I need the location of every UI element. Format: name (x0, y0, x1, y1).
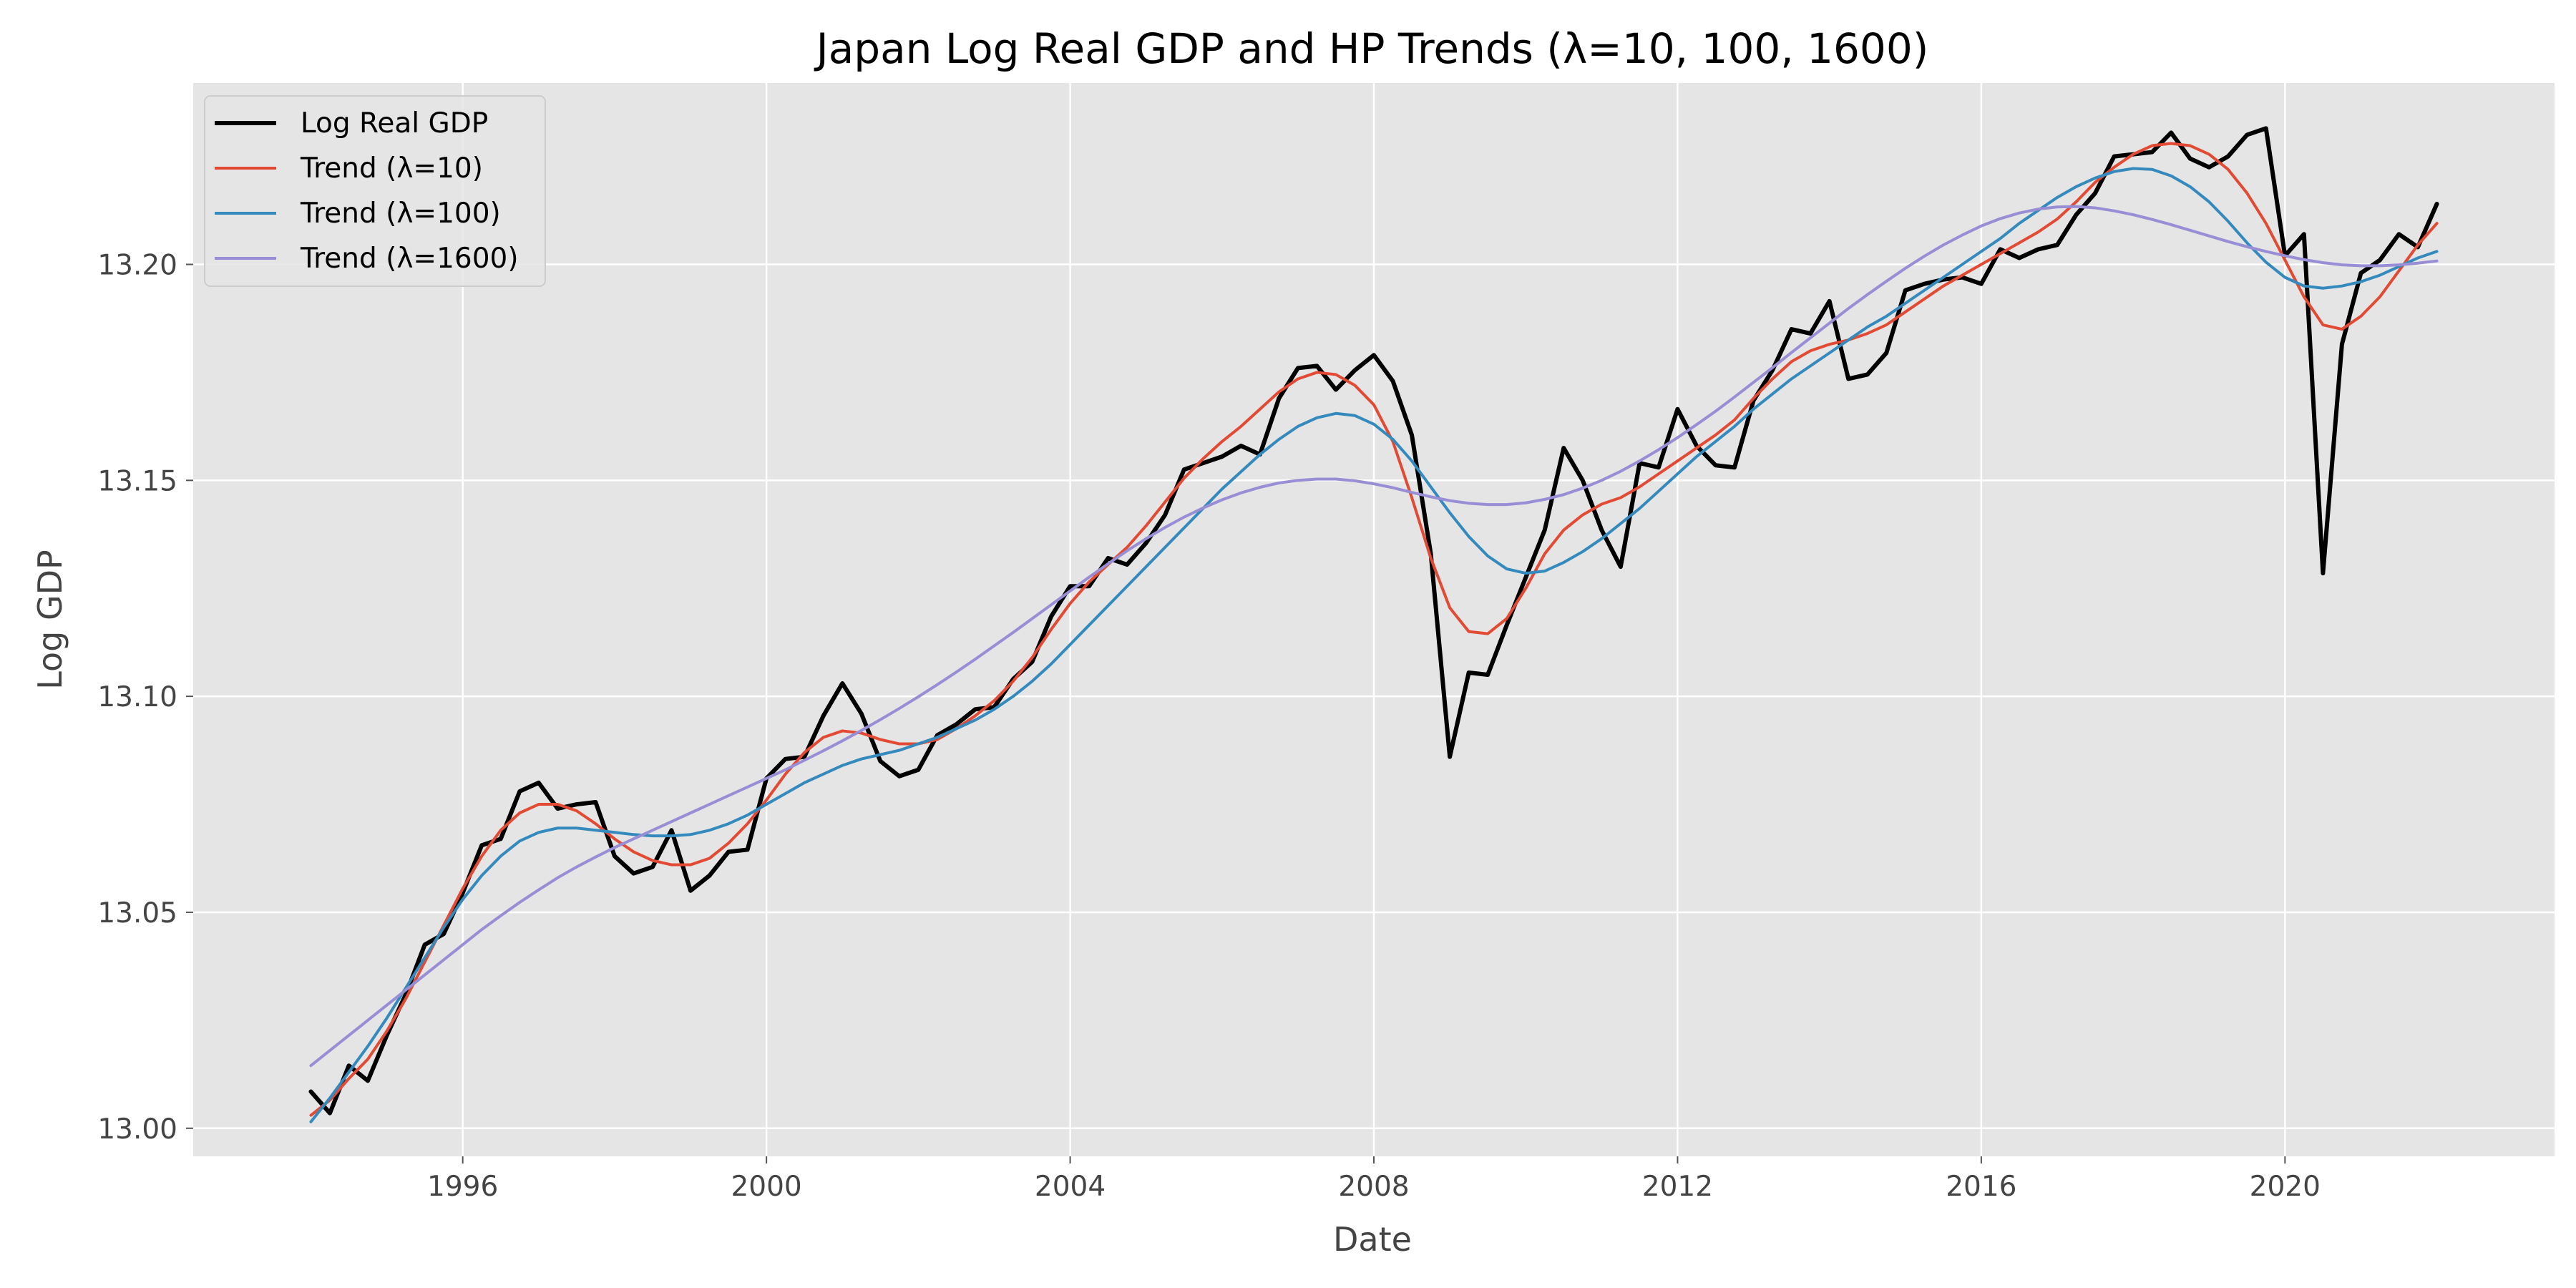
chart-title: Japan Log Real GDP and HP Trends (λ=10, … (814, 24, 1929, 73)
x-tick-label: 2020 (2250, 1171, 2321, 1203)
series-line-trend-100 (309, 167, 2439, 1123)
legend-label-trend-100: Trend (λ=100) (300, 197, 501, 230)
x-axis-ticks: 1996 2000 2004 2008 2012 2016 2020 (427, 1156, 2321, 1203)
series-layer (308, 126, 2439, 1123)
grid-lines (193, 83, 2555, 1156)
x-tick-label: 2012 (1642, 1171, 1713, 1203)
y-tick-label: 13.10 (97, 681, 177, 713)
legend: Log Real GDP Trend (λ=10) Trend (λ=100) Tre… (204, 95, 546, 287)
x-tick-label: 2008 (1338, 1171, 1409, 1203)
legend-box (204, 95, 546, 287)
y-tick-label: 13.15 (97, 465, 177, 497)
x-tick-label: 2004 (1035, 1171, 1106, 1203)
legend-label-log-real-gdp: Log Real GDP (301, 107, 488, 140)
x-tick-label: 1996 (427, 1171, 498, 1203)
x-tick-label: 2016 (1946, 1171, 2016, 1203)
y-axis-ticks: 13.00 13.05 13.10 13.15 13.20 (97, 250, 193, 1146)
legend-label-trend-1600: Trend (λ=1600) (300, 243, 519, 275)
x-axis-label: Date (1333, 1220, 1412, 1259)
x-tick-label: 2000 (731, 1171, 801, 1203)
y-tick-label: 13.20 (97, 250, 177, 282)
y-axis-label: Log GDP (31, 550, 69, 690)
series-line-trend-10 (309, 142, 2439, 1117)
legend-label-trend-10: Trend (λ=10) (300, 152, 483, 185)
series-line-trend-1600 (309, 205, 2439, 1068)
y-tick-label: 13.00 (97, 1113, 177, 1146)
y-tick-label: 13.05 (97, 897, 177, 930)
